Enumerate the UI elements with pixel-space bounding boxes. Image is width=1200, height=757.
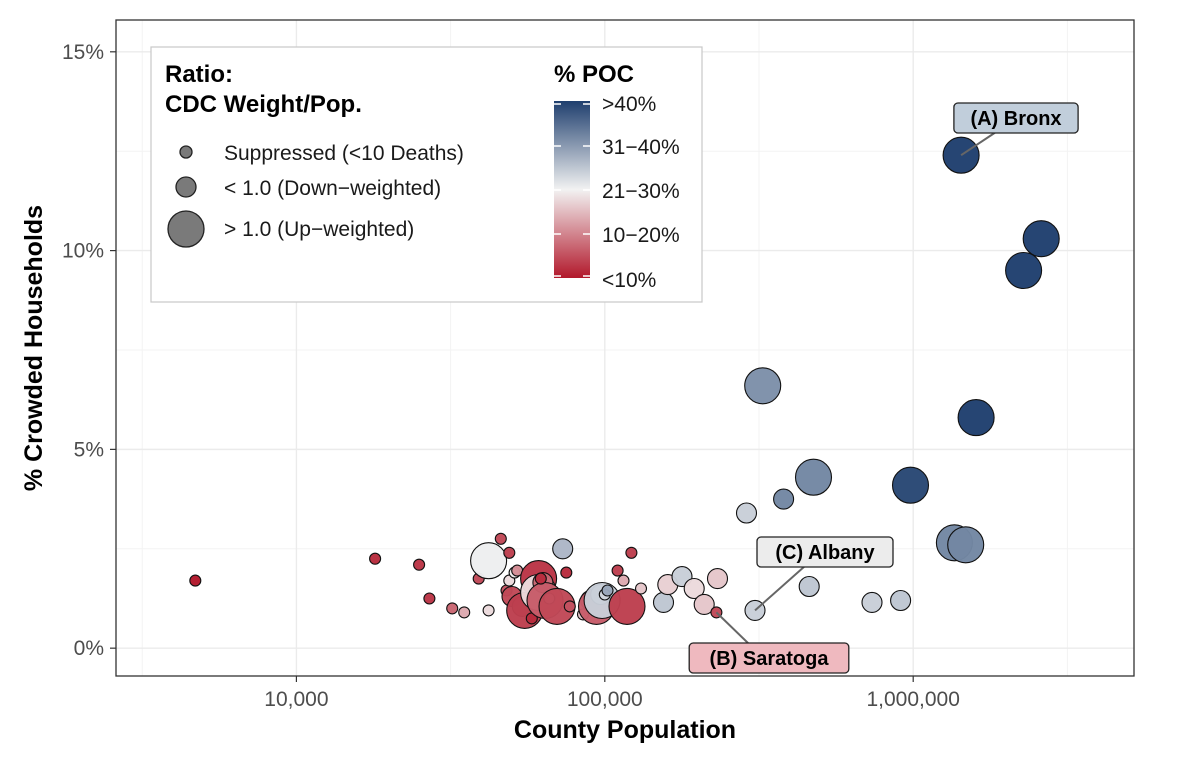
annotation-label-box [953,102,1079,134]
scatter-point [693,593,715,615]
y-tick-label: 15% [62,41,104,64]
x-tick-label: 100,000 [567,688,643,711]
scatter-point [552,538,574,560]
axes: 10,000 100,000 1,000,000 0% 5% 10% 15% [62,41,960,711]
scatter-point [423,592,436,605]
scatter-point [947,526,985,564]
scatter-point [798,575,820,598]
annotation-label: (A) Bronx [970,108,1061,130]
y-axis-title: % Crowded Households [20,205,48,491]
scatter-point [706,568,729,590]
scatter-point [683,577,705,600]
scatter-point [503,546,516,559]
annotation-label: (B) Saratoga [710,648,830,670]
color-legend-title: % POC [554,61,634,88]
scatter-point [534,572,547,585]
plot-border [115,19,1135,677]
size-legend-label-suppressed: Suppressed (<10 Deaths) [224,142,464,165]
x-tick-label: 1,000,000 [866,688,959,711]
scatter-point [458,606,471,619]
scatter-point [560,566,573,579]
scatter-point [625,546,638,559]
y-tick-label: 0% [74,637,104,660]
size-legend-title-line1: Ratio: [165,61,233,88]
scatter-point [611,564,624,577]
scatter-point [891,466,930,504]
x-tick-label: 10,000 [264,688,328,711]
annotation-leader-line [754,565,806,612]
scatter-point [413,558,426,571]
x-axis-title: County Population [514,716,736,744]
annotations: (A) Bronx (B) Saratoga (C) Albany [688,102,1079,674]
scatter-point [957,399,995,437]
annotation-leader-line [715,611,750,645]
annotation-label-box [688,642,850,674]
size-legend-key-large [167,210,205,248]
y-tick-label: 5% [74,438,104,461]
size-legend-title-line2: CDC Weight/Pop. [165,91,362,118]
scatter-point [446,602,459,615]
size-legend-label-up: > 1.0 (Up−weighted) [224,218,414,241]
scatter-point [735,502,758,524]
color-legend-ticks [554,103,590,277]
color-legend-label-2: 21−30% [602,180,680,203]
legend-box [150,46,703,303]
annotation-label-box [756,536,894,568]
scatter-point [890,589,912,612]
color-legend-label-0: >40% [602,93,656,116]
scatter-point [470,542,508,580]
scatter-points [189,136,1060,629]
y-tick-label: 10% [62,240,104,263]
color-legend-label-3: 10−20% [602,224,680,247]
scatter-point [1005,251,1043,290]
size-legend-label-down: < 1.0 (Down−weighted) [224,177,441,200]
scatter-point [482,604,495,617]
size-legend-key-small [179,145,193,159]
scatter-point [617,574,630,587]
scatter-point [942,136,980,174]
scatter-point [1022,220,1060,258]
scatter-point [794,458,833,496]
scatter-point [494,532,507,545]
scatter-point [601,584,614,597]
scatter-point [861,591,883,613]
scatter-point [773,488,795,510]
scatter-point [608,587,646,625]
scatter-point [634,582,648,595]
color-legend-label-4: <10% [602,269,656,292]
color-legend-label-1: 31−40% [602,136,680,159]
annotation-label: (C) Albany [775,542,875,564]
legend: Ratio: CDC Weight/Pop. Suppressed (<10 D… [150,46,703,303]
scatter-point [369,552,382,565]
scatter-point [744,367,782,405]
size-legend-key-medium [175,176,197,198]
scatter-point [189,574,202,587]
scatter-point [563,600,576,613]
annotation-leader-line [960,131,997,157]
scatter-point [652,591,675,613]
